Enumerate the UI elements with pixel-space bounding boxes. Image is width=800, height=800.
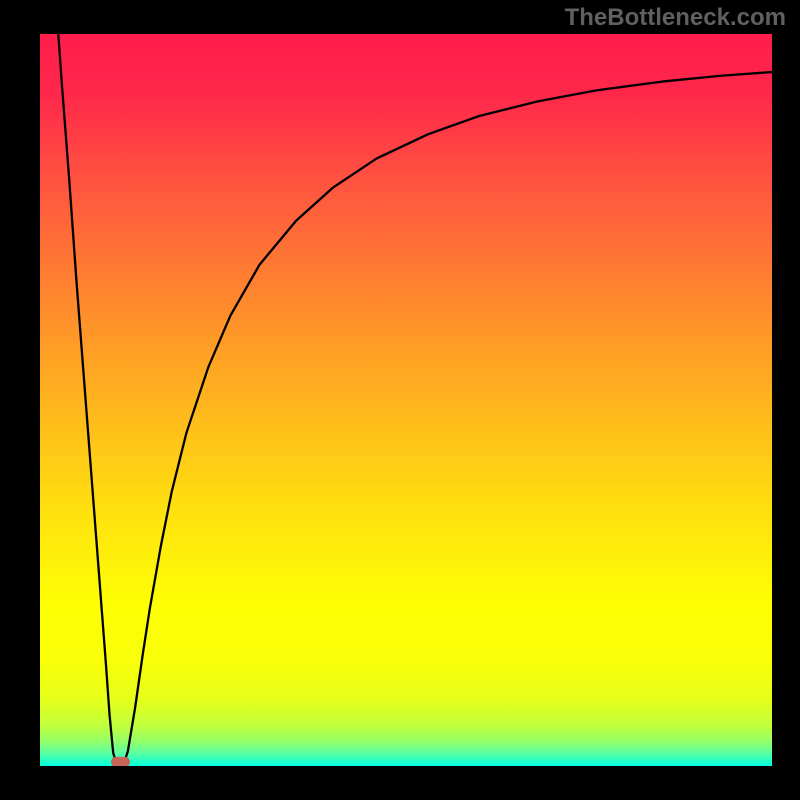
attribution-text: TheBottleneck.com xyxy=(565,4,786,32)
plot-area xyxy=(40,34,772,766)
plot-svg xyxy=(40,34,772,766)
minimum-marker xyxy=(111,757,130,766)
chart-container: TheBottleneck.com xyxy=(0,0,800,800)
